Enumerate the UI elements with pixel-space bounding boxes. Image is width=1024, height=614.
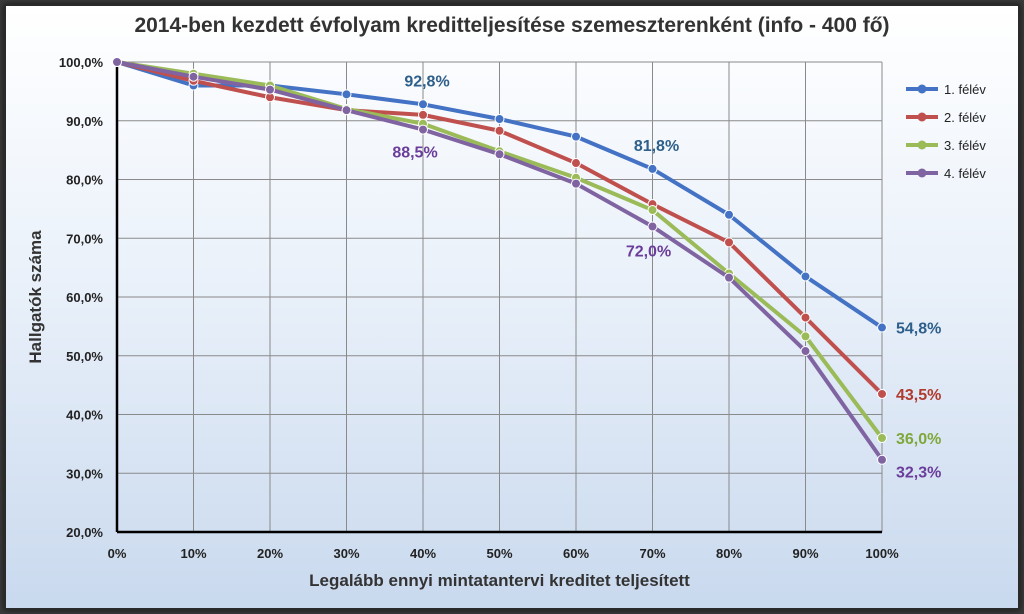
data-point bbox=[724, 272, 734, 283]
data-point bbox=[494, 125, 505, 136]
data-label: 54,8% bbox=[896, 321, 941, 338]
x-tick-label: 30% bbox=[333, 546, 359, 561]
x-tick-label: 80% bbox=[716, 546, 742, 561]
data-point bbox=[877, 454, 887, 465]
x-tick-label: 40% bbox=[410, 546, 436, 561]
x-tick-label: 70% bbox=[639, 546, 665, 561]
legend-swatch-marker bbox=[917, 112, 927, 122]
data-point bbox=[494, 149, 505, 160]
legend-label: 2. félév bbox=[944, 110, 986, 125]
x-tick-label: 10% bbox=[180, 546, 206, 561]
data-point bbox=[647, 205, 658, 216]
data-point bbox=[418, 124, 428, 135]
legend-swatch-marker bbox=[917, 84, 927, 94]
data-point bbox=[877, 322, 887, 333]
data-point bbox=[877, 433, 887, 443]
y-tick-label: 20,0% bbox=[66, 525, 103, 540]
data-point bbox=[724, 237, 734, 248]
legend-swatch-marker bbox=[917, 140, 927, 150]
x-tick-label: 100% bbox=[865, 546, 899, 561]
data-point bbox=[647, 221, 658, 232]
legend-label: 1. félév bbox=[944, 82, 986, 97]
x-axis-title: Legalább ennyi mintatantervi kreditet te… bbox=[309, 571, 690, 590]
y-tick-label: 30,0% bbox=[66, 466, 103, 481]
legend-label: 3. félév bbox=[944, 138, 986, 153]
x-tick-labels: 0% 10% 20% 30% 40% 50% 60% 70% 80% 90% 100% bbox=[108, 546, 899, 561]
data-point bbox=[341, 89, 352, 100]
data-point bbox=[188, 71, 199, 82]
data-point bbox=[724, 209, 734, 220]
data-label: 72,0% bbox=[626, 244, 671, 261]
data-point bbox=[571, 158, 581, 169]
data-point bbox=[647, 163, 658, 174]
x-tick-label: 60% bbox=[563, 546, 589, 561]
data-point bbox=[112, 57, 122, 67]
data-label: 88,5% bbox=[392, 145, 437, 162]
y-tick-label: 40,0% bbox=[66, 408, 103, 423]
y-tick-label: 50,0% bbox=[66, 349, 103, 364]
y-tick-label: 100,0% bbox=[59, 55, 104, 70]
data-labels: 92,8% 81,8% 54,8% 43,5% 36,0% 88,5% 72,0% 32,3% bbox=[392, 73, 941, 481]
data-label: 92,8% bbox=[404, 73, 449, 90]
y-tick-label: 70,0% bbox=[66, 231, 103, 246]
chart-title: 2014-ben kezdett évfolyam kreditteljesít… bbox=[134, 14, 890, 37]
data-point bbox=[800, 346, 811, 357]
data-point bbox=[877, 388, 887, 399]
x-tick-label: 90% bbox=[792, 546, 818, 561]
axes bbox=[115, 62, 882, 534]
data-point bbox=[494, 113, 505, 124]
data-label: 36,0% bbox=[896, 431, 941, 448]
data-point bbox=[418, 99, 428, 110]
y-tick-labels: 20,0% 30,0% 40,0% 50,0% 60,0% 70,0% 80,0% 90,0%… bbox=[59, 55, 104, 540]
data-point bbox=[265, 84, 275, 95]
x-tick-label: 0% bbox=[108, 546, 127, 561]
data-point bbox=[800, 312, 811, 323]
y-tick-label: 90,0% bbox=[66, 114, 103, 129]
y-axis-title: Hallgatók száma bbox=[26, 230, 45, 364]
y-tick-label: 60,0% bbox=[66, 290, 103, 305]
data-point bbox=[418, 109, 428, 120]
data-point bbox=[800, 271, 811, 282]
data-label: 43,5% bbox=[896, 387, 941, 404]
data-label: 81,8% bbox=[634, 138, 679, 155]
data-point bbox=[800, 331, 811, 342]
legend: 1. félév 2. félév 3. félév 4. félév bbox=[906, 82, 986, 181]
y-tick-label: 80,0% bbox=[66, 173, 103, 188]
data-point bbox=[571, 131, 581, 142]
legend-label: 4. félév bbox=[944, 166, 986, 181]
data-point bbox=[341, 105, 352, 116]
data-label: 32,3% bbox=[896, 465, 941, 482]
x-tick-label: 20% bbox=[257, 546, 283, 561]
legend-swatch-marker bbox=[917, 168, 927, 178]
data-point bbox=[571, 178, 581, 189]
series-lines bbox=[112, 57, 887, 465]
x-tick-label: 50% bbox=[486, 546, 512, 561]
